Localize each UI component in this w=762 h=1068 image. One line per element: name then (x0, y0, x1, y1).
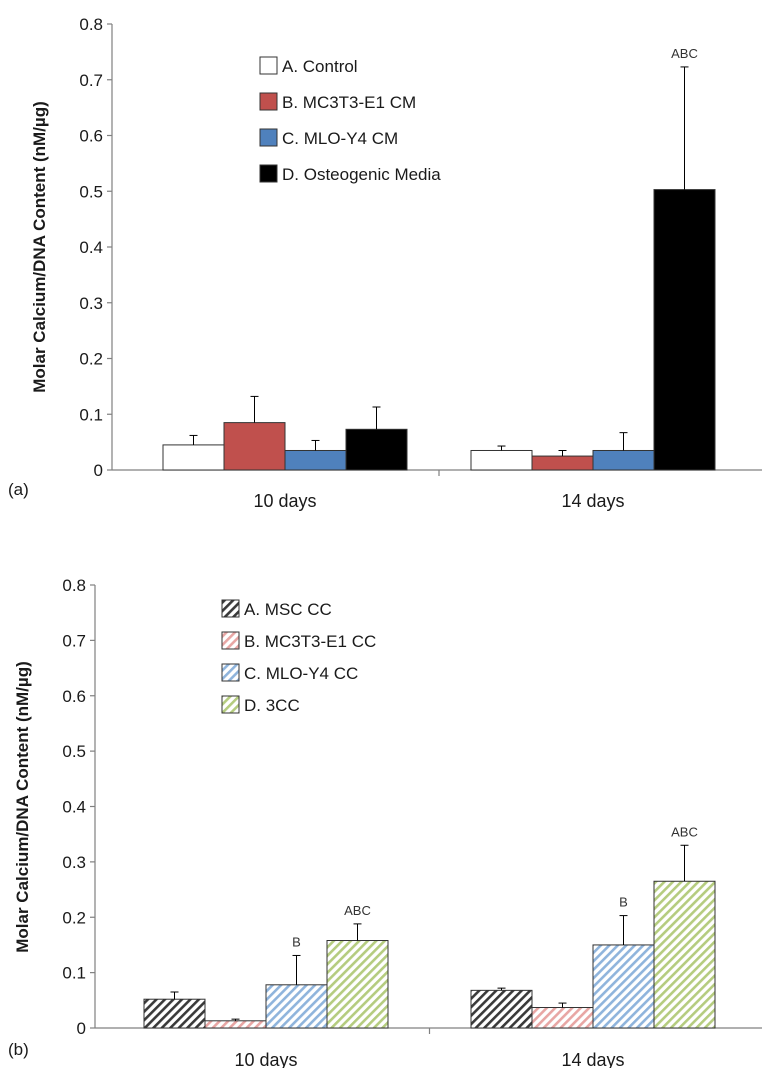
x-category-label: 10 days (234, 1050, 297, 1068)
significance-label: ABC (671, 46, 698, 61)
legend-entry: D. Osteogenic Media (282, 165, 441, 184)
bar-2-10-days (204, 1020, 267, 1029)
y-tick-label: 0.6 (79, 127, 103, 146)
bar-3-14-days (592, 449, 655, 471)
legend-entry: D. 3CC (244, 696, 300, 715)
panel-b-chart: Molar Calcium/DNA Content (nM/µg) (b) 00… (8, 576, 762, 1068)
y-tick-label: 0.3 (62, 853, 86, 872)
legend-entry: A. MSC CC (244, 600, 332, 619)
y-tick-label: 0 (77, 1019, 86, 1038)
bar-4-14-days (653, 880, 716, 1029)
bar-3-10-days (265, 984, 328, 1029)
bar-2-14-days (531, 1007, 594, 1029)
panel-b-legend: A. MSC CC B. MC3T3-E1 CC C. MLO-Y4 CC D. 3C… (221, 599, 376, 715)
legend-swatch (221, 599, 240, 618)
bar-3-10-days (284, 449, 347, 471)
y-tick-label: 0.4 (79, 238, 103, 257)
significance-label: ABC (344, 903, 371, 918)
bar-2-10-days (223, 422, 286, 471)
bar-1-14-days (470, 449, 533, 471)
y-tick-label: 0.2 (79, 350, 103, 369)
x-category-label: 14 days (561, 1050, 624, 1068)
y-tick-label: 0.6 (62, 687, 86, 706)
bar-4-10-days (326, 940, 389, 1029)
legend-entry: B. MC3T3-E1 CM (282, 93, 416, 112)
legend-swatch (259, 92, 278, 111)
panel-b-y-axis-label: Molar Calcium/DNA Content (nM/µg) (13, 661, 32, 953)
bar-1-10-days (162, 444, 225, 471)
panel-b-plot-area: 0 0.1 0.2 0.3 0.4 0.5 0.6 0.7 0.8 B ABC 10 days B ABC… (62, 576, 762, 1068)
y-tick-label: 0.8 (79, 15, 103, 34)
bar-2-14-days (531, 455, 594, 471)
panel-a-y-axis-label: Molar Calcium/DNA Content (nM/µg) (30, 101, 49, 393)
legend-swatch (259, 164, 278, 183)
x-category-label: 10 days (253, 491, 316, 511)
significance-label: B (292, 934, 301, 949)
x-category-label: 14 days (561, 491, 624, 511)
y-tick-label: 0 (94, 461, 103, 480)
bar-1-10-days (143, 998, 206, 1029)
y-tick-label: 0.4 (62, 798, 86, 817)
y-tick-label: 0.1 (79, 405, 103, 424)
legend-swatch (259, 128, 278, 147)
y-tick-label: 0.7 (79, 71, 103, 90)
bar-4-14-days (653, 189, 716, 471)
legend-entry: A. Control (282, 57, 358, 76)
y-tick-label: 0.8 (62, 576, 86, 595)
panel-a-legend: A. Control B. MC3T3-E1 CM C. MLO-Y4 CM D. O… (259, 56, 441, 184)
panel-a-plot-area: 0 0.1 0.2 0.3 0.4 0.5 0.6 0.7 0.8 10 days ABC 14 da… (79, 15, 762, 511)
panel-a-label: (a) (8, 480, 29, 499)
y-tick-label: 0.3 (79, 294, 103, 313)
y-tick-label: 0.5 (62, 742, 86, 761)
legend-swatch (259, 56, 278, 75)
bar-3-14-days (592, 944, 655, 1029)
significance-label: ABC (671, 824, 698, 839)
panel-b-label: (b) (8, 1040, 29, 1059)
y-tick-label: 0.7 (62, 631, 86, 650)
panel-a-chart: Molar Calcium/DNA Content (nM/µg) (a) 00… (8, 15, 762, 511)
bar-4-10-days (345, 428, 408, 471)
legend-entry: C. MLO-Y4 CC (244, 664, 358, 683)
legend-swatch (221, 663, 240, 682)
significance-label: B (619, 895, 628, 910)
legend-swatch (221, 631, 240, 650)
bar-1-14-days (470, 989, 533, 1029)
y-tick-label: 0.1 (62, 964, 86, 983)
y-tick-label: 0.2 (62, 908, 86, 927)
legend-entry: C. MLO-Y4 CM (282, 129, 398, 148)
legend-entry: B. MC3T3-E1 CC (244, 632, 376, 651)
legend-swatch (221, 695, 240, 714)
y-tick-label: 0.5 (79, 182, 103, 201)
